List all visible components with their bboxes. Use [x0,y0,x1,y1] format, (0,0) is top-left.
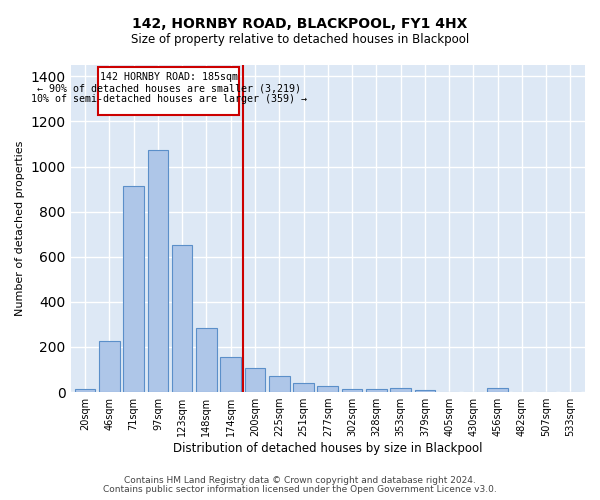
Text: Size of property relative to detached houses in Blackpool: Size of property relative to detached ho… [131,32,469,46]
Text: 142 HORNBY ROAD: 185sqm: 142 HORNBY ROAD: 185sqm [100,72,238,82]
Text: Contains public sector information licensed under the Open Government Licence v3: Contains public sector information licen… [103,485,497,494]
X-axis label: Distribution of detached houses by size in Blackpool: Distribution of detached houses by size … [173,442,482,455]
Bar [172,246,193,392]
FancyBboxPatch shape [98,68,239,114]
Y-axis label: Number of detached properties: Number of detached properties [15,141,25,316]
Bar [245,368,265,392]
Bar [366,388,386,392]
Text: 10% of semi-detached houses are larger (359) →: 10% of semi-detached houses are larger (… [31,94,307,104]
Bar [269,376,290,392]
Bar [99,342,119,392]
Text: 142, HORNBY ROAD, BLACKPOOL, FY1 4HX: 142, HORNBY ROAD, BLACKPOOL, FY1 4HX [133,18,467,32]
Bar [415,390,435,392]
Bar [220,357,241,392]
Bar [148,150,168,392]
Bar [124,186,144,392]
Bar [390,388,411,392]
Text: Contains HM Land Registry data © Crown copyright and database right 2024.: Contains HM Land Registry data © Crown c… [124,476,476,485]
Bar [196,328,217,392]
Bar [293,382,314,392]
Bar [75,388,95,392]
Bar [317,386,338,392]
Text: ← 90% of detached houses are smaller (3,219): ← 90% of detached houses are smaller (3,… [37,83,301,93]
Bar [342,388,362,392]
Bar [487,388,508,392]
